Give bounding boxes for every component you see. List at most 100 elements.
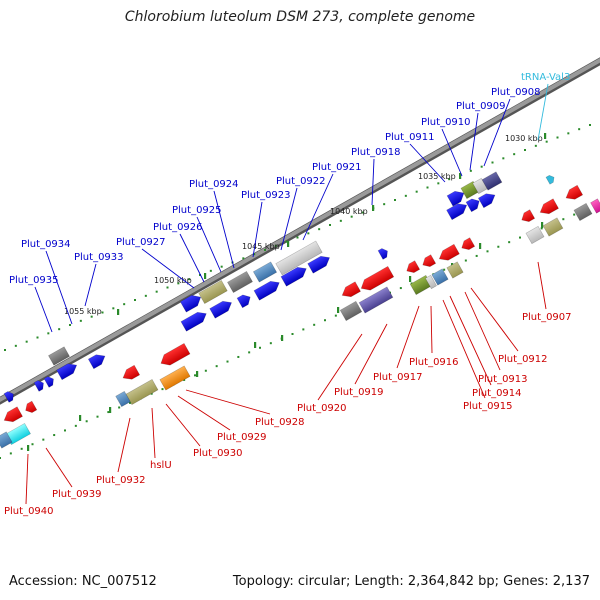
forward-gene-bar [252,261,278,283]
reverse-gene-bar [358,286,394,314]
reverse-gene-arrow [341,281,361,298]
forward-gene-label: Plut_0911 [385,132,435,143]
reverse-gene-arrow [422,254,437,267]
forward-gene-label-leader [371,158,375,206]
reverse-gene-label: Plut_0919 [334,387,384,398]
forward-gene-arrow [446,203,468,221]
forward-gene-label: Plut_0933 [74,252,124,263]
forward-gene-arrow [307,255,330,274]
forward-gene-bar [481,171,503,191]
tick-mark [479,243,482,249]
reverse-gene-arrow [521,209,536,222]
reverse-gene-arrow [565,184,584,200]
reverse-gene-bar [446,261,464,279]
reverse-gene-label: hslU [150,460,172,471]
reverse-gene-bar [425,274,437,290]
tick-mark [372,205,375,211]
forward-gene-label-leader [34,286,53,333]
forward-gene-arrow [56,363,78,381]
tick-mark [196,371,199,377]
reverse-gene-bar [115,390,131,408]
reverse-gene-bar [590,198,600,214]
upper-scale-track [4,124,591,351]
reverse-gene-label-leader [151,407,156,459]
scale-label: 1055 kbp [64,307,102,316]
reverse-gene-arrow [461,237,476,250]
forward-gene-arrow [33,380,44,392]
reverse-gene-label: Plut_0940 [4,506,54,517]
forward-gene-arrow [3,391,14,403]
forward-gene-label: Plut_0923 [241,190,291,201]
tick-mark [204,273,207,279]
forward-gene-arrow [236,294,251,309]
reverse-gene-arrow [25,400,38,413]
scale-label: 1045 kbp [242,242,280,251]
scale-label: 1035 kbp [418,172,456,181]
forward-gene-label-leader [280,187,298,251]
reverse-gene-label-leader [177,395,231,431]
forward-gene-label: Plut_0927 [116,237,166,248]
reverse-gene-arrow [438,243,460,261]
tick-mark [544,133,547,139]
reverse-gene-label: Plut_0930 [193,448,243,459]
forward-gene-arrow [253,280,280,301]
reverse-gene-label: Plut_0915 [463,401,513,412]
forward-gene-label-leader [84,263,97,307]
forward-gene-label-leader [141,248,195,289]
tick-mark [254,342,257,348]
trna-gene-label-leader [537,83,549,141]
forward-gene-label-leader [196,216,222,273]
forward-gene-label: Plut_0926 [153,222,203,233]
forward-gene-arrow [180,311,207,332]
reverse-gene-bar [525,225,545,245]
scale-label: 1030 kbp [505,134,543,143]
map-title: Chlorobium luteolum DSM 273, complete ge… [124,9,476,25]
forward-gene-arrow [280,266,307,287]
trna-gene-arrow [545,175,555,185]
forward-gene-label: Plut_0925 [172,205,222,216]
forward-gene-label: Plut_0921 [312,162,362,173]
reverse-gene-label: Plut_0907 [522,312,572,323]
tick-mark [79,415,82,421]
reverse-gene-label-leader [449,295,492,386]
reverse-gene-label-leader [396,305,420,369]
forward-gene-label-leader [179,233,205,283]
forward-gene-label-leader [469,112,479,171]
forward-gene-bar [275,240,323,276]
forward-gene-arrow [377,248,388,260]
reverse-gene-arrow [360,265,395,291]
reverse-gene-arrow [160,342,191,366]
trna-gene-label: tRNA-Val3 [521,72,570,83]
forward-gene-label-leader [441,128,463,177]
accession-info: Accession: NC_007512 [9,574,157,589]
reverse-gene-label: Plut_0939 [52,489,102,500]
forward-gene-label-leader [483,98,511,167]
forward-gene-label: Plut_0935 [9,275,59,286]
scale-label: 1050 kbp [154,276,192,285]
tick-mark [337,307,340,313]
reverse-gene-bar [542,217,564,237]
forward-gene-arrow [209,300,232,319]
forward-gene-arrow [87,354,106,370]
reverse-gene-label-leader [464,291,501,371]
forward-gene-label: Plut_0924 [189,179,239,190]
reverse-gene-arrow [3,406,23,423]
tick-mark [459,173,462,179]
forward-gene-arrow [43,376,54,388]
forward-gene-arrow [477,193,496,209]
reverse-gene-label-leader [45,447,73,488]
forward-gene-label-leader [45,250,73,325]
forward-gene-label: Plut_0908 [491,87,541,98]
reverse-gene-label-leader [470,287,519,352]
reverse-gene-label: Plut_0916 [409,357,459,368]
reverse-gene-bar [0,431,13,449]
reverse-gene-bar [159,365,191,391]
forward-gene-label-leader [252,201,263,258]
reverse-gene-label: Plut_0913 [478,374,528,385]
reverse-gene-label-leader [537,261,547,310]
reverse-gene-label: Plut_0932 [96,475,146,486]
forward-gene-label: Plut_0910 [421,117,471,128]
reverse-gene-label: Plut_0917 [373,372,423,383]
